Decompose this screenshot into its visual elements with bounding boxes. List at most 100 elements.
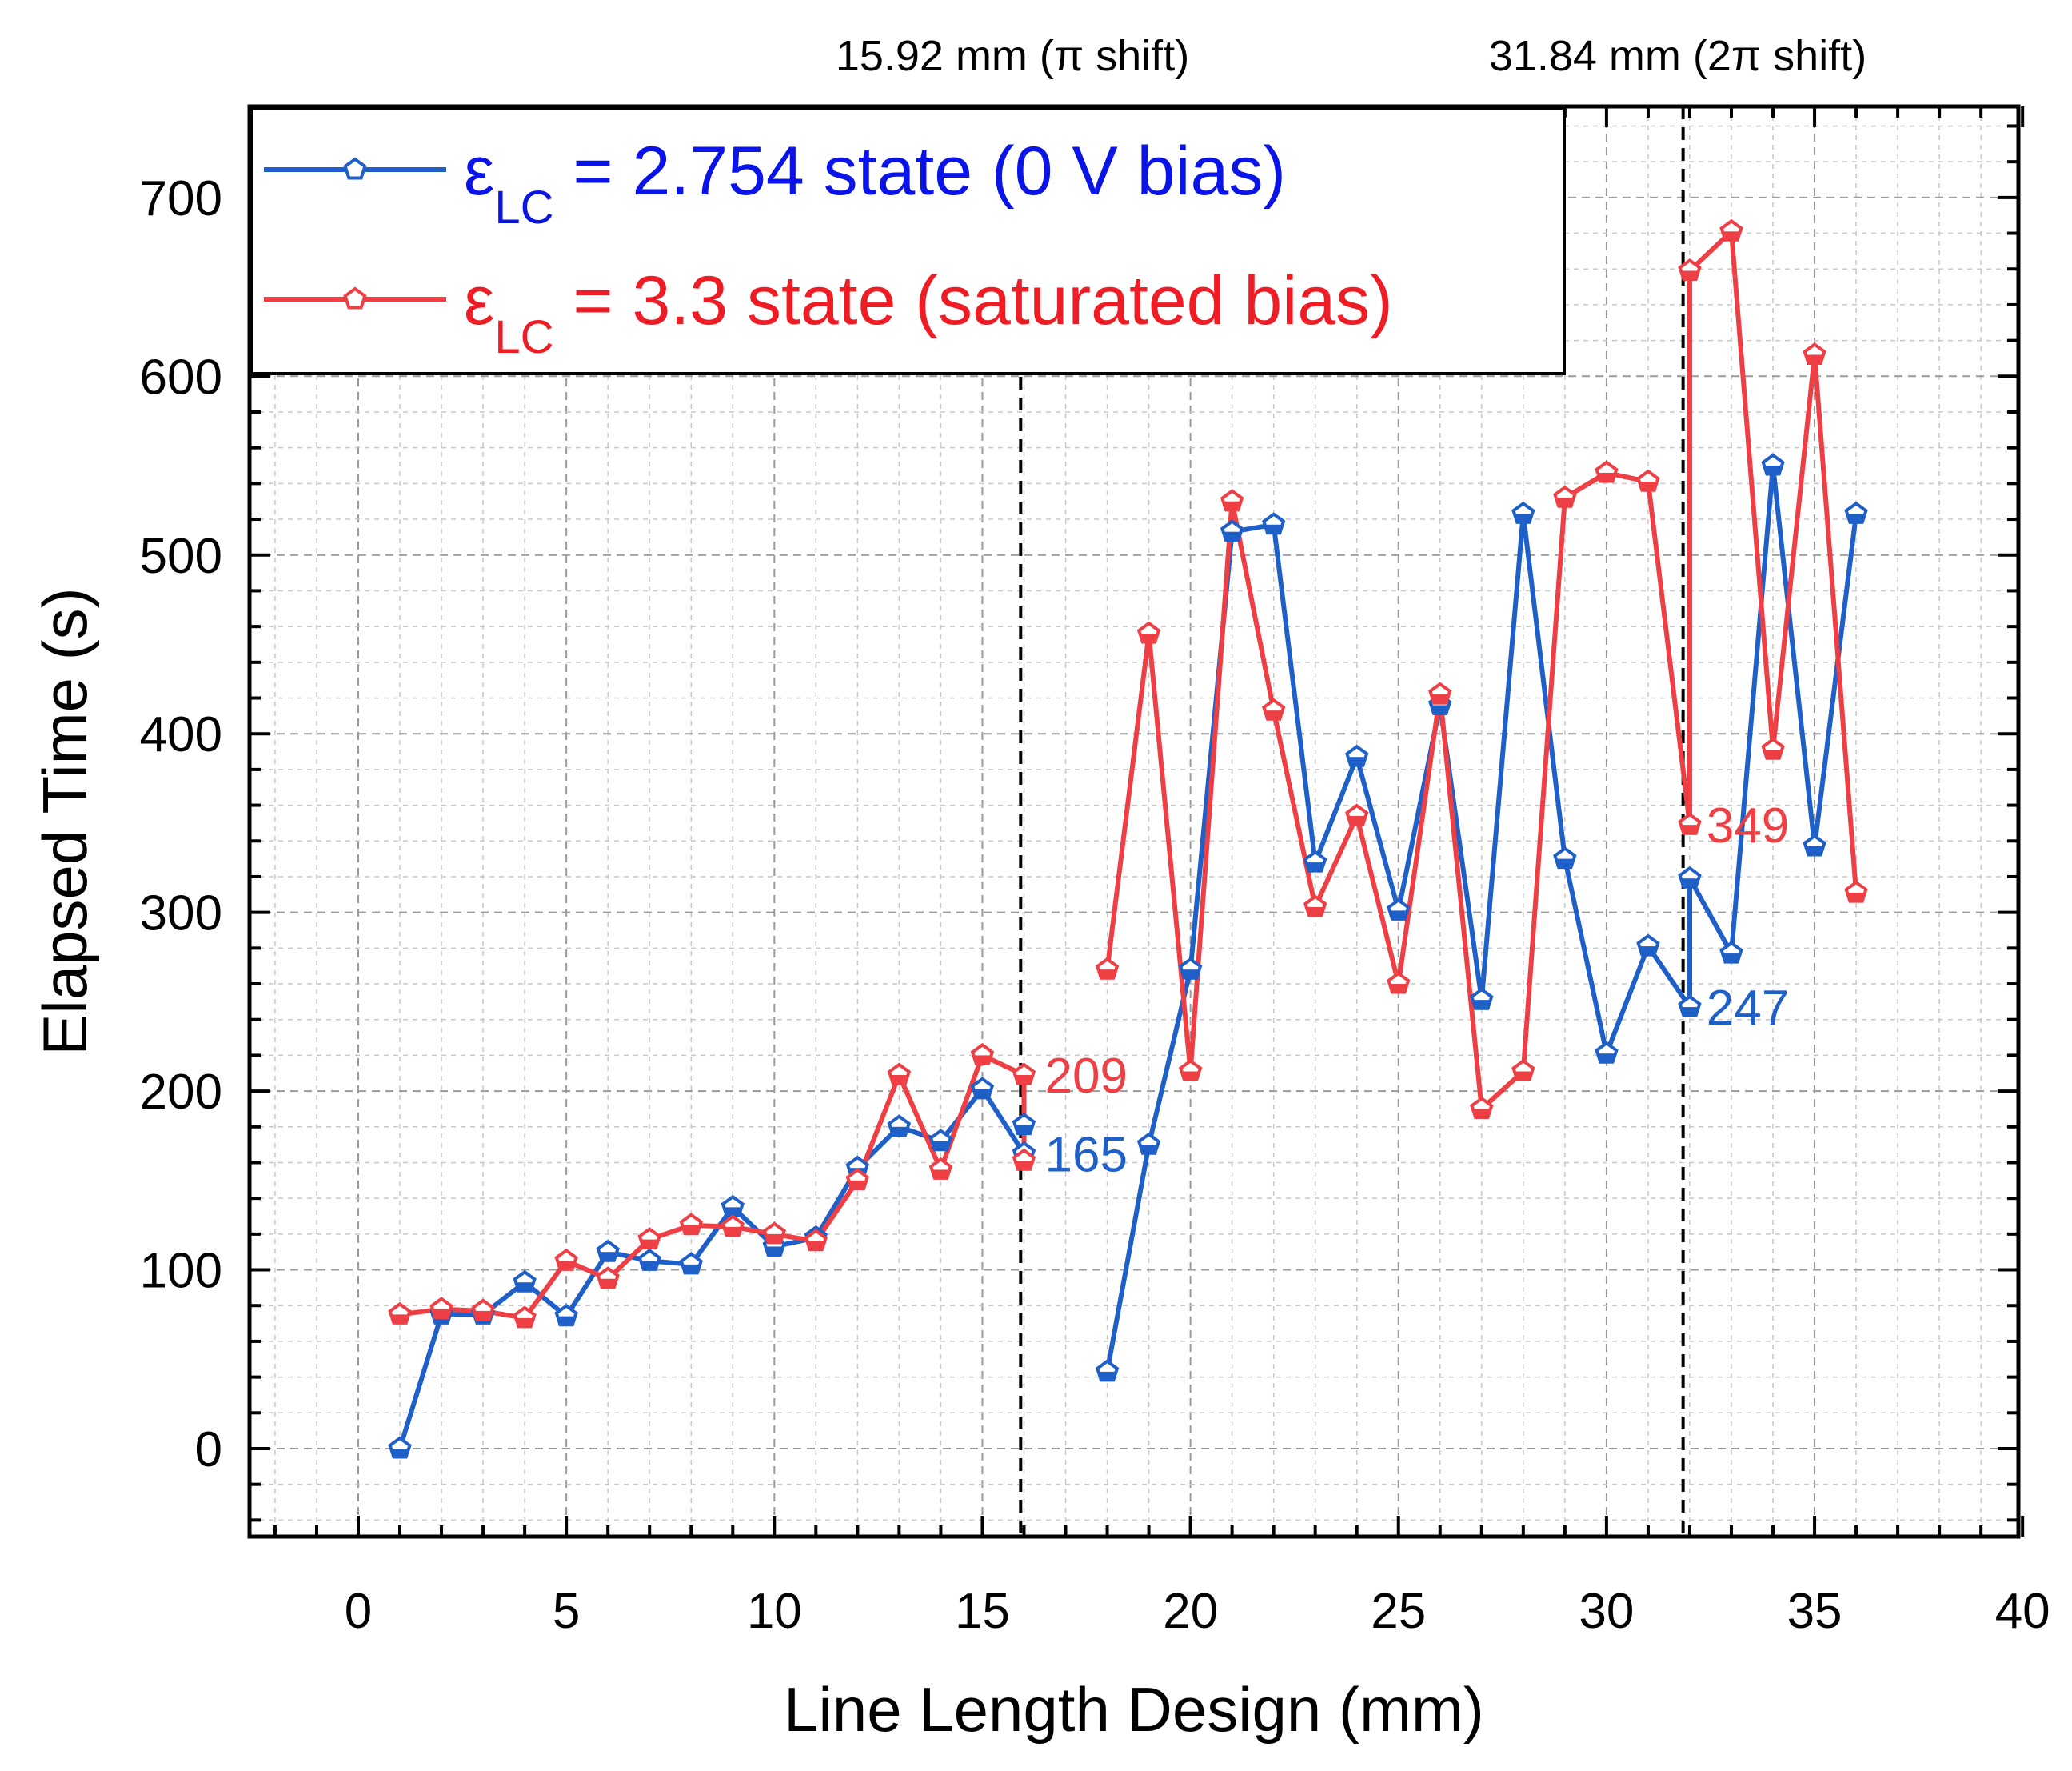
legend: εLC = 2.754 state (0 V bias) εLC = 3.3 s… bbox=[250, 106, 1566, 375]
legend-label-red: εLC = 3.3 state (saturated bias) bbox=[464, 262, 1393, 363]
series-1-point-fill bbox=[433, 1309, 450, 1317]
series-0-point-fill bbox=[1307, 862, 1323, 871]
series-1-point-fill bbox=[1681, 270, 1698, 279]
series-1-point-fill bbox=[1431, 694, 1448, 703]
series-0-point-fill bbox=[600, 1252, 617, 1261]
series-1-point-fill bbox=[1598, 472, 1615, 481]
series-1-point-fill bbox=[1140, 634, 1157, 642]
series-1-point-fill bbox=[1848, 893, 1865, 901]
series-1-point-fill bbox=[392, 1314, 409, 1323]
legend-equals-red: = bbox=[554, 262, 633, 339]
series-0-point-fill bbox=[1390, 910, 1407, 919]
annotation-209: 209 bbox=[1044, 1049, 1127, 1104]
series-1-point-fill bbox=[1016, 1161, 1032, 1169]
series-0-point-fill bbox=[641, 1261, 658, 1269]
series-0-line-segment bbox=[1104, 463, 1859, 1373]
series-1-point-fill bbox=[1265, 710, 1282, 719]
series-0-point-fill bbox=[1681, 1007, 1698, 1016]
series-1-point-fill bbox=[600, 1278, 617, 1287]
series-0-point-fill bbox=[1099, 1371, 1116, 1380]
series-0-point-fill bbox=[766, 1246, 783, 1255]
series-1-point-fill bbox=[1390, 984, 1407, 993]
series-1-point-fill bbox=[1224, 501, 1240, 510]
series-1-point-fill bbox=[1681, 825, 1698, 834]
series-0-point-fill bbox=[725, 1207, 741, 1216]
series-1-point-fill bbox=[475, 1310, 492, 1319]
series-1-point-fill bbox=[808, 1241, 824, 1249]
series-0-point-fill bbox=[558, 1316, 575, 1325]
ref-line-label-2pi: 31.84 mm (2π shift) bbox=[1489, 32, 1866, 80]
series-0-point-fill bbox=[1765, 466, 1782, 474]
series-1-point-fill bbox=[1473, 1109, 1490, 1117]
ref-line-label-pi: 15.92 mm (π shift) bbox=[836, 32, 1189, 80]
x-tick-label: 30 bbox=[1579, 1584, 1634, 1639]
series-1-line-segment bbox=[399, 1053, 1027, 1321]
series-0-point-fill bbox=[1348, 757, 1365, 766]
series-0-point-fill bbox=[392, 1449, 409, 1457]
series-1-point-fill bbox=[725, 1226, 741, 1235]
y-tick-label: 600 bbox=[140, 350, 222, 405]
y-tick-labels: 0 100 200 300 400 500 600 700 bbox=[140, 171, 222, 1477]
data-series bbox=[388, 218, 1868, 1459]
y-axis-title: Elapsed Time (s) bbox=[30, 587, 100, 1055]
series-0-point-fill bbox=[1515, 514, 1531, 522]
y-tick-label: 200 bbox=[140, 1065, 222, 1120]
series-0-point-fill bbox=[1639, 946, 1656, 955]
series-1-point-fill bbox=[891, 1074, 908, 1083]
point-annotations: 209 165 349 247 bbox=[1044, 798, 1789, 1182]
annotation-165: 165 bbox=[1044, 1127, 1127, 1182]
series-0-point-fill bbox=[1681, 878, 1698, 887]
legend-swatch-marker-blue bbox=[343, 157, 367, 180]
x-tick-label: 40 bbox=[1995, 1584, 2050, 1639]
x-axis-title: Line Length Design (mm) bbox=[784, 1674, 1484, 1745]
x-tick-label: 25 bbox=[1371, 1584, 1426, 1639]
series-1-point-fill bbox=[1348, 815, 1365, 824]
annotation-247: 247 bbox=[1707, 981, 1789, 1036]
series-0-point-fill bbox=[1182, 969, 1199, 978]
series-1-point-fill bbox=[1016, 1074, 1032, 1083]
series-0-point-fill bbox=[517, 1282, 533, 1291]
y-tick-label: 700 bbox=[140, 171, 222, 226]
series-1-point-fill bbox=[683, 1225, 700, 1233]
series-1-point-fill bbox=[849, 1180, 866, 1189]
legend-box bbox=[250, 106, 1566, 375]
y-tick-label: 500 bbox=[140, 529, 222, 584]
series-0-point-fill bbox=[1016, 1125, 1032, 1133]
series-0-point-fill bbox=[1265, 524, 1282, 533]
legend-subscript-blue: LC bbox=[494, 182, 553, 234]
y-tick-label: 400 bbox=[140, 707, 222, 762]
series-1-point-fill bbox=[974, 1055, 991, 1064]
series-1-point-fill bbox=[1182, 1071, 1199, 1080]
series-1-point-fill bbox=[558, 1261, 575, 1269]
series-0-point-fill bbox=[974, 1089, 991, 1097]
y-tick-label: 0 bbox=[195, 1422, 222, 1477]
legend-series-name-red: 3.3 state (saturated bias) bbox=[633, 262, 1393, 339]
series-0-point-fill bbox=[1224, 531, 1240, 540]
series-1-point-fill bbox=[932, 1169, 949, 1178]
series-0-point-fill bbox=[1473, 1000, 1490, 1009]
x-tick-labels: 0 5 10 15 20 25 30 35 40 bbox=[345, 1584, 2050, 1639]
series-1-point-fill bbox=[1765, 750, 1782, 758]
x-tick-label: 20 bbox=[1163, 1584, 1218, 1639]
series-0-point-fill bbox=[1556, 858, 1573, 867]
series-1-point-fill bbox=[1099, 969, 1116, 978]
legend-swatch-marker-red bbox=[343, 286, 367, 310]
legend-equals-blue: = bbox=[554, 133, 633, 210]
series-0-point-fill bbox=[1598, 1053, 1615, 1062]
x-tick-label: 15 bbox=[955, 1584, 1010, 1639]
legend-series-name-blue: 2.754 state (0 V bias) bbox=[633, 133, 1286, 210]
series-0-point-fill bbox=[891, 1126, 908, 1135]
series-1-point-fill bbox=[1639, 482, 1656, 490]
series-0-point-fill bbox=[1723, 953, 1739, 962]
y-tick-label: 100 bbox=[140, 1244, 222, 1299]
series-1-point-fill bbox=[1723, 231, 1739, 240]
x-tick-label: 0 bbox=[345, 1584, 372, 1639]
x-tick-label: 5 bbox=[553, 1584, 580, 1639]
series-0-point-fill bbox=[1848, 514, 1865, 522]
x-tick-label: 10 bbox=[747, 1584, 802, 1639]
series-1-point-fill bbox=[641, 1239, 658, 1248]
series-0-point-fill bbox=[932, 1141, 949, 1149]
y-tick-label: 300 bbox=[140, 886, 222, 941]
legend-label-blue: εLC = 2.754 state (0 V bias) bbox=[464, 133, 1286, 234]
